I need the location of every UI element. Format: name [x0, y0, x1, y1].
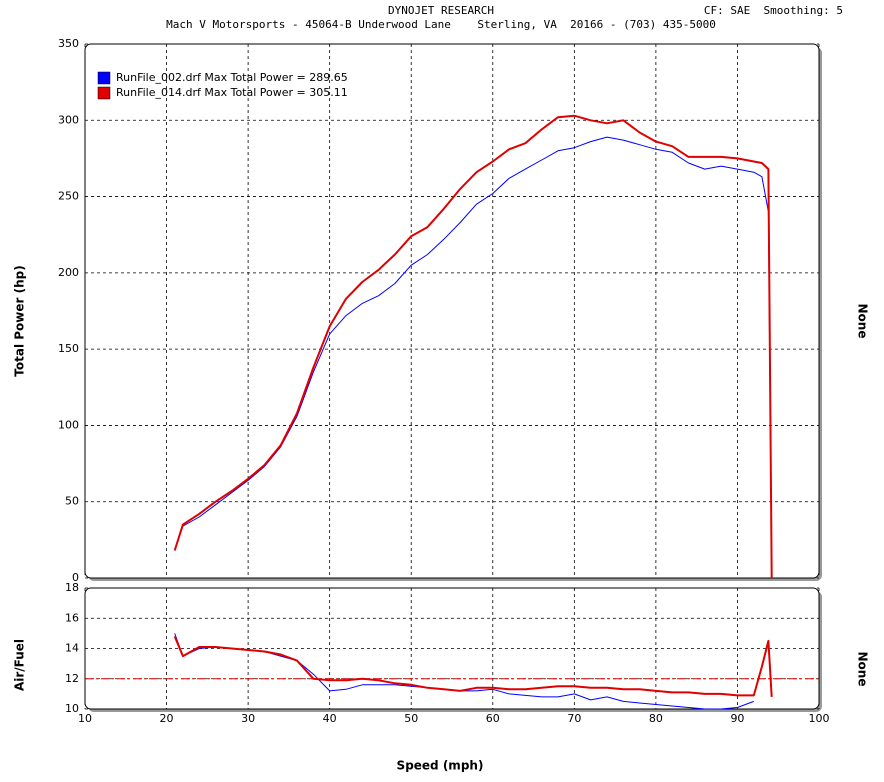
- legend-label: RunFile_002.drf Max Total Power = 289.65: [116, 71, 348, 84]
- y-tick-label: 12: [65, 672, 79, 685]
- header-title: DYNOJET RESEARCH: [388, 4, 494, 17]
- y2-axis-label: None: [856, 304, 870, 339]
- x-tick-label: 100: [809, 712, 830, 725]
- y-axis-label: Total Power (hp): [13, 265, 27, 376]
- x-tick-label: 50: [404, 712, 418, 725]
- y-tick-label: 16: [65, 611, 79, 624]
- legend-swatch: [97, 71, 111, 85]
- x-tick-label: 20: [160, 712, 174, 725]
- legend-label: RunFile_014.drf Max Total Power = 305.11: [116, 86, 348, 99]
- y-tick-label: 250: [58, 190, 79, 203]
- y-tick-label: 50: [65, 495, 79, 508]
- y-tick-label: 150: [58, 342, 79, 355]
- y-tick-label: 200: [58, 266, 79, 279]
- header-address: Mach V Motorsports - 45064-B Underwood L…: [166, 18, 716, 31]
- y-tick-label: 0: [72, 571, 79, 584]
- y2-axis-label: None: [856, 652, 870, 687]
- y-axis-label: Air/Fuel: [13, 639, 27, 691]
- y-tick-label: 10: [65, 702, 79, 715]
- y-tick-label: 18: [65, 581, 79, 594]
- y-tick-label: 300: [58, 113, 79, 126]
- x-tick-label: 10: [78, 712, 92, 725]
- series-line: [173, 636, 773, 697]
- y-tick-label: 350: [58, 37, 79, 50]
- power-panel: [84, 43, 820, 579]
- legend-swatch: [97, 86, 111, 100]
- y-tick-label: 100: [58, 418, 79, 431]
- x-tick-label: 80: [649, 712, 663, 725]
- x-tick-label: 60: [486, 712, 500, 725]
- x-tick-label: 40: [323, 712, 337, 725]
- x-tick-label: 30: [241, 712, 255, 725]
- header-settings: CF: SAE Smoothing: 5: [704, 4, 843, 17]
- x-tick-label: 90: [730, 712, 744, 725]
- y-tick-label: 14: [65, 642, 79, 655]
- x-tick-label: 70: [567, 712, 581, 725]
- x-axis-label: Speed (mph): [397, 759, 484, 773]
- series-line: [173, 114, 773, 579]
